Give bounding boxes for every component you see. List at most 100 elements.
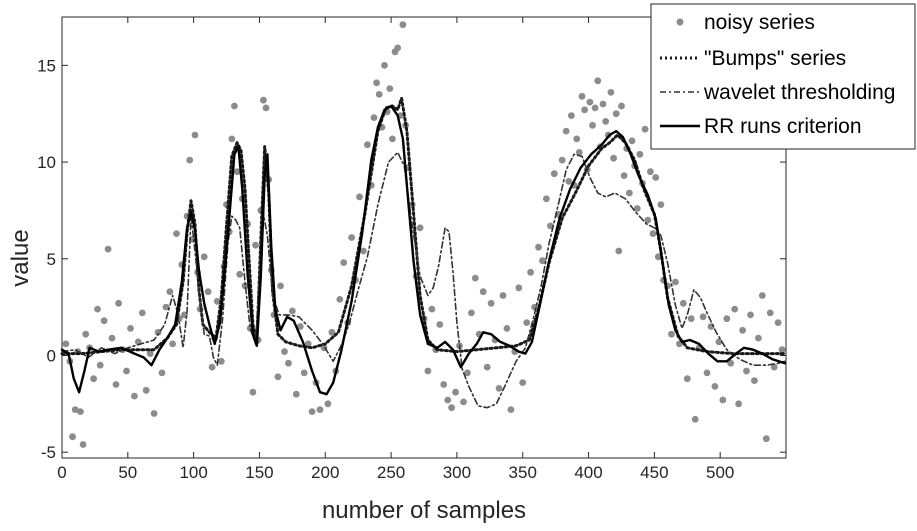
noisy-point: [628, 137, 636, 145]
noisy-point: [747, 311, 754, 319]
noisy-point: [758, 292, 766, 299]
noisy-point: [142, 386, 150, 394]
noisy-point: [586, 98, 594, 106]
noisy-point: [460, 398, 467, 406]
noisy-point: [428, 305, 436, 313]
noisy-point: [108, 334, 116, 342]
noisy-point: [373, 79, 380, 87]
noisy-point: [679, 299, 687, 307]
noisy-point: [683, 375, 691, 383]
noisy-point: [527, 268, 534, 276]
noisy-point: [375, 91, 383, 98]
noisy-point: [440, 381, 448, 388]
noisy-point: [589, 121, 596, 129]
noisy-point: [672, 278, 679, 286]
noisy-point: [146, 350, 154, 357]
series-wavelet-line: [61, 151, 786, 409]
noisy-point: [416, 224, 424, 232]
x-tick-label: 0: [57, 463, 66, 482]
x-tick-label: 200: [311, 463, 339, 482]
noisy-point: [652, 174, 660, 181]
noisy-point: [703, 369, 711, 377]
noisy-point: [231, 102, 238, 110]
noisy-point: [262, 104, 270, 112]
noisy-point: [236, 270, 244, 278]
noisy-point: [657, 201, 665, 209]
noisy-point: [471, 274, 479, 282]
legend-label-wavelet: wavelet thresholding: [703, 81, 895, 104]
noisy-point: [90, 375, 97, 383]
noisy-point: [281, 348, 288, 355]
x-tick-label: 50: [118, 463, 137, 482]
noisy-point: [739, 326, 746, 334]
noisy-point: [766, 309, 774, 317]
y-tick-label: 0: [47, 346, 56, 365]
noisy-point: [647, 168, 654, 176]
noisy-point: [112, 381, 120, 388]
noisy-point: [94, 305, 101, 313]
noisy-point: [162, 303, 170, 311]
noisy-point: [69, 433, 76, 441]
noisy-point: [96, 361, 104, 369]
noisy-point: [241, 282, 249, 290]
noisy-point: [715, 338, 723, 346]
noisy-point: [618, 102, 625, 110]
noisy-point: [200, 253, 208, 261]
noisy-point: [599, 100, 607, 108]
x-tick-label: 300: [443, 463, 471, 482]
noisy-point: [308, 408, 316, 415]
noisy-point: [131, 392, 138, 400]
noisy-point: [399, 21, 407, 29]
noisy-point: [607, 89, 615, 96]
noisy-point: [591, 104, 599, 112]
x-tick-label: 500: [706, 463, 734, 482]
noisy-point: [723, 315, 731, 323]
noisy-point: [699, 313, 707, 321]
legend: noisy series "Bumps" series wavelet thre…: [650, 3, 916, 150]
noisy-point: [150, 410, 158, 417]
noisy-point: [743, 367, 750, 375]
noisy-point: [386, 85, 394, 92]
noisy-point: [727, 359, 735, 367]
noisy-point: [296, 323, 304, 330]
legend-marker-noisy: [676, 18, 684, 26]
noisy-point: [123, 367, 130, 375]
noisy-point: [424, 367, 432, 375]
noisy-point: [173, 230, 180, 238]
noisy-point: [711, 383, 719, 390]
noisy-point: [191, 131, 199, 139]
noisy-point: [626, 189, 633, 197]
noisy-point: [573, 135, 581, 143]
noisy-point: [519, 379, 527, 386]
x-tick-label: 400: [574, 463, 602, 482]
noisy-point: [762, 435, 770, 443]
noisy-point: [208, 363, 216, 371]
noisy-point: [515, 284, 523, 292]
noisy-point: [499, 292, 507, 299]
x-tick-label: 100: [179, 463, 207, 482]
noisy-point: [483, 363, 491, 371]
noisy-point: [649, 230, 657, 238]
noisy-point: [468, 309, 475, 317]
x-tick-label: 250: [377, 463, 405, 482]
noisy-point: [79, 441, 87, 448]
noisy-point: [633, 205, 641, 212]
noisy-point: [594, 77, 602, 85]
noisy-point: [507, 406, 515, 413]
noisy-point: [495, 385, 503, 392]
noisy-point: [778, 346, 786, 354]
noisy-point: [277, 282, 284, 290]
noisy-point: [186, 156, 194, 164]
noisy-point: [479, 288, 487, 296]
noisy-point: [668, 330, 675, 338]
noisy-point: [77, 408, 84, 415]
noisy-point: [464, 369, 471, 377]
noisy-point: [316, 406, 324, 413]
noisy-point: [615, 247, 623, 255]
noisy-point: [575, 149, 583, 156]
noisy-point: [289, 307, 296, 315]
noisy-point: [562, 127, 570, 135]
noisy-point: [770, 363, 778, 371]
noisy-point: [127, 325, 134, 332]
